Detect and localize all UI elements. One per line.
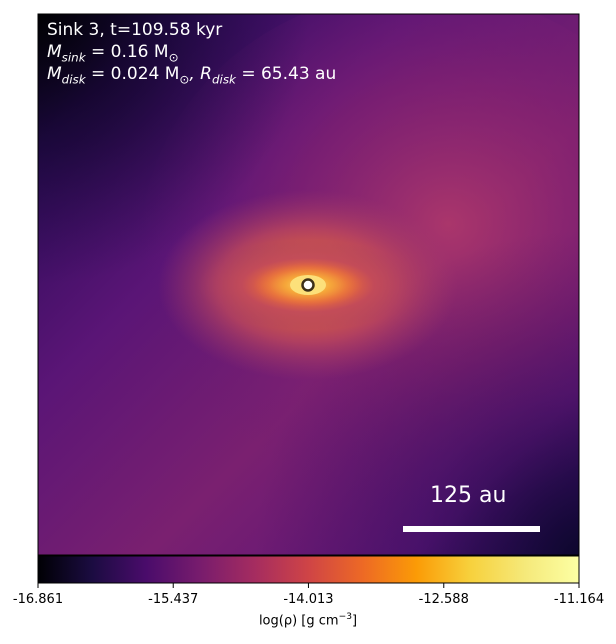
colorbar-tick-label-4: -11.164 xyxy=(553,592,605,607)
colorbar-tick-label-0: -16.861 xyxy=(12,592,64,607)
colorbar-tick-label-1: -15.437 xyxy=(148,592,199,607)
sink-marker xyxy=(301,278,315,292)
scale-bar-label: 125 au xyxy=(430,483,507,508)
disk-properties-label: Mdisk = 0.024 M⊙, Rdisk = 65.43 au xyxy=(47,64,337,87)
density-panel xyxy=(38,14,579,555)
sink-title: Sink 3, t=109.58 kyr xyxy=(47,20,223,40)
colorbar xyxy=(37,555,580,584)
scale-bar xyxy=(403,526,540,532)
colorbar-tick-label-2: -14.013 xyxy=(283,592,334,607)
sink-mass-label: Msink = 0.16 M⊙ xyxy=(47,42,179,65)
colorbar-ticks xyxy=(37,583,580,588)
colorbar-tick-label-3: -12.588 xyxy=(418,592,469,607)
colorbar-label: log(ρ) [g cm−3] xyxy=(258,612,358,629)
